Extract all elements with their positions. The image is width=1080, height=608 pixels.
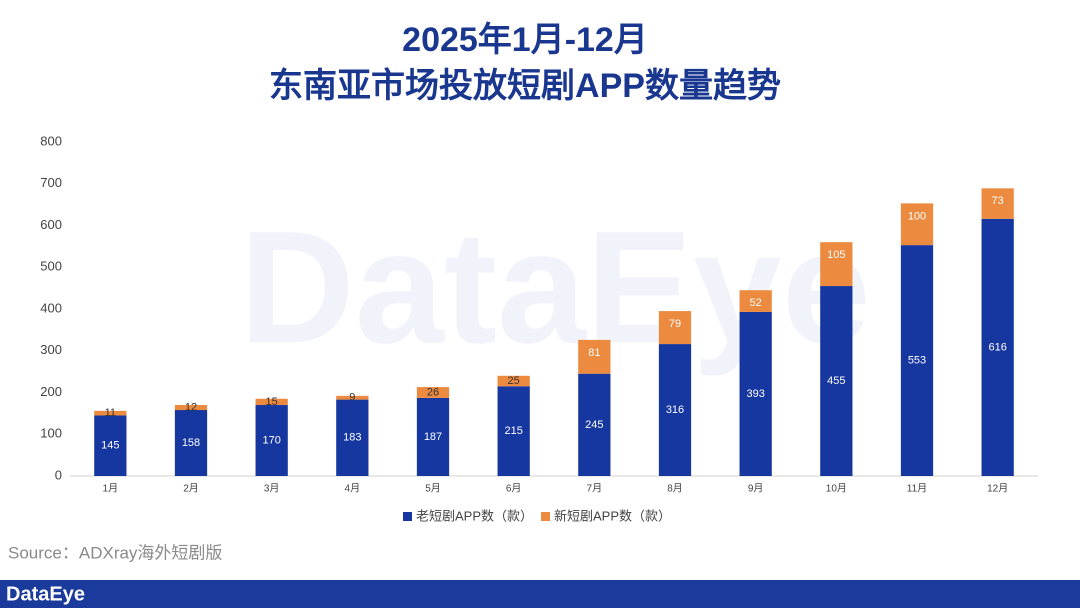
bar-segment [336,399,369,476]
bar-segment [94,410,127,416]
y-tick-label: 500 [40,259,62,274]
data-label: 215 [504,425,522,437]
data-label: 100 [908,210,926,222]
x-tick-label: 12月 [987,483,1008,495]
data-label: 25 [508,375,520,387]
bar-segment [416,397,450,476]
y-tick-label: 300 [40,342,62,357]
data-label: 616 [988,341,1006,353]
data-label: 316 [666,404,684,416]
bar-segment [255,398,288,406]
source-note: Source：ADXray海外短剧版 [8,543,222,562]
x-tick-label: 8月 [667,483,683,495]
x-tick-label: 4月 [345,483,361,495]
bar-segment [174,405,208,411]
x-tick-label: 10月 [826,483,847,495]
bar-segment [658,344,692,476]
y-tick-label: 100 [40,426,62,441]
bar-segment [336,395,369,400]
legend-swatch [403,512,412,521]
bar-segment [900,245,934,476]
bar-segment [94,415,127,476]
bar-segment [578,373,611,476]
data-label: 245 [585,419,603,431]
data-label: 183 [343,432,361,444]
bar-segment [658,311,692,345]
data-label: 187 [424,431,442,443]
data-label: 52 [750,297,762,309]
data-label: 158 [182,437,200,449]
bar-segment [416,387,450,398]
footer-bar [0,580,1080,608]
data-label: 170 [262,434,280,446]
bar-segment [981,188,1014,219]
x-tick-label: 11月 [907,483,927,495]
bar-segment [900,203,934,246]
x-tick-label: 3月 [264,483,280,495]
data-label: 105 [827,249,845,261]
y-tick-label: 400 [40,300,62,315]
y-tick-label: 0 [55,467,62,482]
bar-segment [820,242,853,287]
y-tick-label: 800 [40,133,62,148]
bar-segment [578,339,611,374]
data-label: 15 [266,396,278,408]
y-tick-label: 700 [40,175,62,190]
data-label: 73 [992,195,1004,207]
x-tick-label: 1月 [103,483,119,495]
data-label: 11 [105,407,116,419]
x-tick-label: 5月 [425,483,441,495]
data-label: 26 [427,386,439,398]
bar-segment [255,405,288,476]
bar-segment [739,290,772,312]
legend-label: 新短剧APP数（款） [554,508,671,523]
x-tick-label: 6月 [506,483,522,495]
y-tick-label: 600 [40,217,62,232]
legend-swatch [541,512,550,521]
bar-segment [497,386,530,476]
chart-title: 2025年1月-12月 [402,21,648,59]
bar-segment [820,286,853,476]
data-label: 145 [101,440,119,452]
watermark: DataEye [239,197,870,376]
data-label: 393 [746,388,764,400]
x-tick-label: 2月 [183,483,199,495]
footer-logo: DataEye [6,583,85,605]
data-label: 9 [349,392,355,404]
chart-subtitle: 东南亚市场投放短剧APP数量趋势 [269,66,781,105]
x-tick-label: 7月 [587,483,603,495]
bar-segment [497,375,530,387]
data-label: 455 [827,375,845,387]
data-label: 79 [669,318,681,330]
data-label: 12 [185,401,197,413]
y-tick-label: 200 [40,384,62,399]
bar-segment [174,410,208,476]
bar-segment [981,218,1014,476]
bar-segment [739,311,772,476]
x-tick-label: 9月 [748,483,764,495]
data-label: 81 [588,347,600,359]
legend-label: 老短剧APP数（款） [416,508,533,523]
data-label: 553 [908,354,926,366]
